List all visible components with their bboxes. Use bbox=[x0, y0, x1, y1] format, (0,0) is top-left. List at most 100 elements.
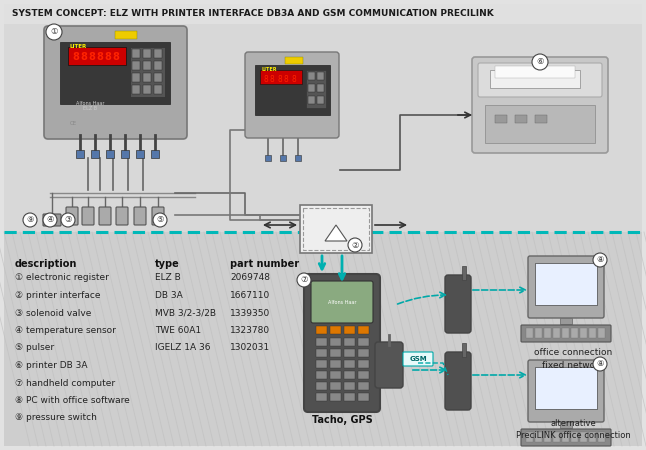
Bar bbox=[330, 326, 341, 334]
Bar bbox=[571, 432, 578, 442]
FancyBboxPatch shape bbox=[152, 207, 164, 225]
Text: 8: 8 bbox=[88, 52, 95, 62]
Bar bbox=[580, 328, 587, 338]
Bar bbox=[91, 150, 99, 158]
Circle shape bbox=[532, 54, 548, 70]
Text: ⑦: ⑦ bbox=[300, 275, 307, 284]
Text: 1667110: 1667110 bbox=[230, 291, 270, 300]
Text: part number: part number bbox=[230, 259, 299, 269]
Bar bbox=[485, 105, 595, 143]
FancyBboxPatch shape bbox=[472, 57, 608, 153]
Circle shape bbox=[153, 213, 167, 227]
Bar bbox=[60, 42, 170, 104]
Bar bbox=[316, 326, 327, 334]
Bar bbox=[330, 349, 341, 357]
FancyBboxPatch shape bbox=[304, 274, 380, 412]
Text: type: type bbox=[155, 259, 180, 269]
Text: ② printer interface: ② printer interface bbox=[15, 291, 101, 300]
Bar bbox=[132, 61, 140, 70]
Bar bbox=[562, 432, 569, 442]
Text: IGELZ 1A 36: IGELZ 1A 36 bbox=[155, 343, 211, 352]
Text: ⑨ pressure switch: ⑨ pressure switch bbox=[15, 414, 97, 423]
Bar bbox=[535, 115, 547, 123]
Text: ⑧ PC with office software: ⑧ PC with office software bbox=[15, 396, 130, 405]
Bar bbox=[553, 328, 560, 338]
Bar bbox=[317, 72, 324, 80]
Bar bbox=[535, 328, 542, 338]
Bar bbox=[526, 432, 533, 442]
Bar bbox=[462, 343, 466, 357]
Text: ②: ② bbox=[351, 240, 359, 249]
Bar bbox=[560, 422, 572, 428]
Text: alternative
PreciLINK office connection: alternative PreciLINK office connection bbox=[516, 419, 630, 440]
Text: ⑨: ⑨ bbox=[26, 216, 34, 225]
Bar bbox=[132, 73, 140, 82]
FancyBboxPatch shape bbox=[478, 63, 602, 97]
Bar bbox=[344, 371, 355, 379]
Text: 8: 8 bbox=[112, 52, 119, 62]
Bar bbox=[598, 328, 605, 338]
Bar bbox=[143, 49, 151, 58]
FancyBboxPatch shape bbox=[528, 360, 604, 422]
Bar bbox=[344, 338, 355, 346]
Text: ⑤: ⑤ bbox=[156, 216, 163, 225]
Bar bbox=[580, 432, 587, 442]
FancyBboxPatch shape bbox=[245, 52, 339, 138]
Bar bbox=[358, 371, 369, 379]
FancyBboxPatch shape bbox=[375, 342, 403, 388]
Bar bbox=[316, 382, 327, 390]
Text: LITER: LITER bbox=[69, 44, 87, 49]
Text: MVB 3/2-3/2B: MVB 3/2-3/2B bbox=[155, 309, 216, 318]
Bar bbox=[526, 328, 533, 338]
Text: ELZ B: ELZ B bbox=[155, 274, 181, 283]
Text: 8: 8 bbox=[96, 52, 103, 62]
Bar bbox=[544, 432, 551, 442]
Bar bbox=[132, 49, 140, 58]
Polygon shape bbox=[325, 225, 347, 241]
Text: 8: 8 bbox=[291, 75, 296, 84]
Text: ⑧: ⑧ bbox=[596, 360, 604, 369]
Text: 8: 8 bbox=[270, 75, 275, 84]
Bar bbox=[495, 115, 507, 123]
Bar bbox=[121, 150, 129, 158]
Bar bbox=[358, 349, 369, 357]
Bar bbox=[280, 155, 286, 161]
Text: CE: CE bbox=[70, 121, 77, 126]
FancyBboxPatch shape bbox=[43, 214, 61, 226]
Bar bbox=[515, 115, 527, 123]
Text: 1323780: 1323780 bbox=[230, 326, 270, 335]
Bar bbox=[316, 338, 327, 346]
FancyBboxPatch shape bbox=[134, 207, 146, 225]
Bar bbox=[255, 65, 330, 115]
Text: 8: 8 bbox=[284, 75, 289, 84]
Text: Alfons Haar: Alfons Haar bbox=[328, 301, 356, 306]
Text: Alfons Haar: Alfons Haar bbox=[76, 101, 104, 106]
Bar bbox=[154, 85, 162, 94]
Bar bbox=[330, 371, 341, 379]
Bar bbox=[68, 47, 126, 65]
Bar bbox=[589, 432, 596, 442]
Bar bbox=[143, 61, 151, 70]
Text: 8: 8 bbox=[104, 52, 111, 62]
Bar bbox=[154, 73, 162, 82]
Bar bbox=[330, 382, 341, 390]
Bar bbox=[490, 70, 580, 88]
Text: ① electronic register: ① electronic register bbox=[15, 274, 109, 283]
Bar bbox=[553, 432, 560, 442]
Text: ⑤ pulser: ⑤ pulser bbox=[15, 343, 54, 352]
Bar bbox=[106, 150, 114, 158]
FancyBboxPatch shape bbox=[403, 352, 433, 366]
Text: ⑦ handheld computer: ⑦ handheld computer bbox=[15, 378, 115, 387]
Bar bbox=[316, 371, 327, 379]
Bar bbox=[303, 208, 369, 250]
Bar bbox=[300, 205, 372, 253]
Text: LITER: LITER bbox=[261, 67, 276, 72]
Bar bbox=[344, 360, 355, 368]
Bar bbox=[308, 72, 315, 80]
Bar bbox=[358, 326, 369, 334]
Bar bbox=[317, 96, 324, 104]
Text: 8: 8 bbox=[263, 75, 267, 84]
Bar bbox=[4, 232, 642, 446]
Bar bbox=[330, 338, 341, 346]
FancyBboxPatch shape bbox=[116, 207, 128, 225]
